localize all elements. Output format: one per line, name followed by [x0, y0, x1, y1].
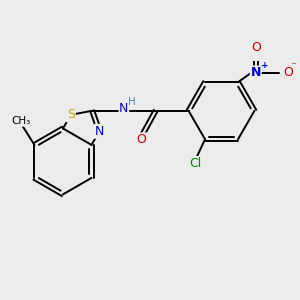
Text: S: S	[67, 108, 75, 121]
Text: +: +	[261, 61, 268, 70]
Text: H: H	[128, 97, 135, 107]
Text: CH₃: CH₃	[11, 116, 30, 126]
Text: O: O	[251, 41, 261, 54]
Text: Cl: Cl	[189, 157, 202, 170]
Text: O: O	[137, 134, 147, 146]
Text: N: N	[250, 66, 261, 79]
Text: ⁻: ⁻	[291, 61, 296, 71]
Text: O: O	[283, 66, 293, 79]
Text: N: N	[119, 102, 129, 115]
Text: N: N	[95, 125, 104, 138]
